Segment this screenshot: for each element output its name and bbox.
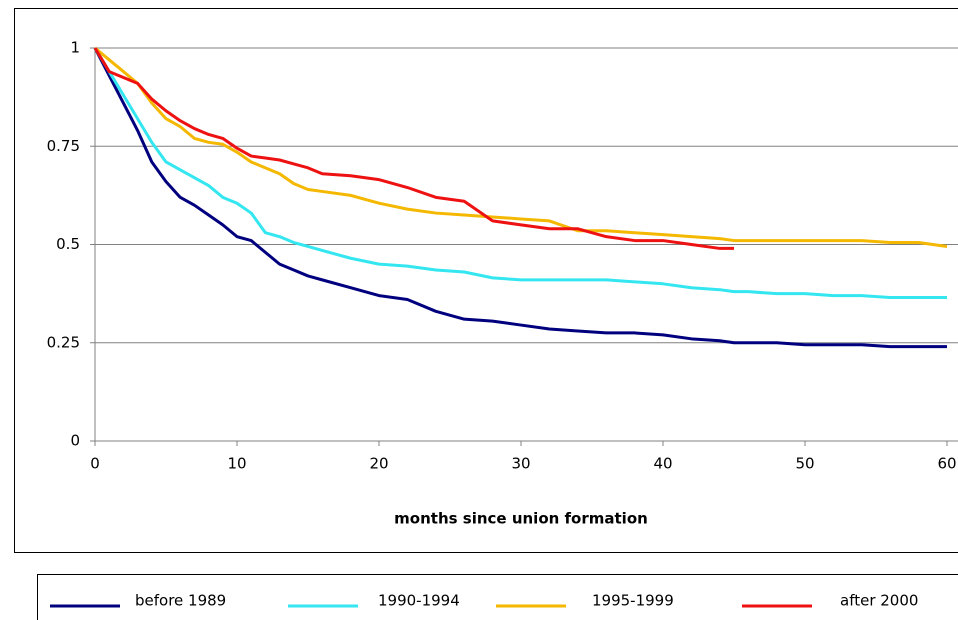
legend-label: 1995-1999: [592, 592, 674, 610]
series-line: [93, 47, 947, 349]
y-tick-label: 1: [70, 39, 80, 57]
x-tick-label: 10: [227, 455, 246, 473]
x-tick-label: 30: [511, 455, 530, 473]
x-axis-label: months since union formation: [394, 510, 648, 528]
x-tick-label: 60: [937, 455, 956, 473]
y-tick-label: 0.25: [47, 333, 80, 351]
series-line: [93, 47, 734, 250]
x-tick-label: 0: [90, 455, 100, 473]
series-line: [94, 46, 948, 248]
legend-label: before 1989: [135, 592, 226, 610]
legend-label: after 2000: [840, 592, 918, 610]
x-tick-label: 50: [795, 455, 814, 473]
y-tick-label: 0.5: [56, 235, 80, 253]
y-tick-label: 0: [70, 432, 80, 450]
x-tick-label: 20: [369, 455, 388, 473]
chart-frame: [14, 8, 958, 553]
legend-frame: [37, 574, 958, 620]
series-line: [93, 47, 947, 300]
x-tick-label: 40: [653, 455, 672, 473]
y-tick-label: 0.75: [47, 137, 80, 155]
legend-label: 1990-1994: [378, 592, 460, 610]
